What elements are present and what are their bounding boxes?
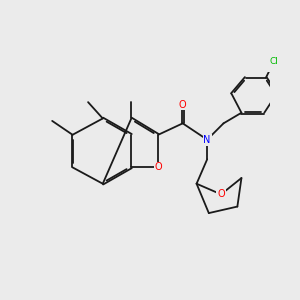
Text: O: O xyxy=(179,100,187,110)
Text: Cl: Cl xyxy=(270,57,278,66)
Text: O: O xyxy=(217,189,225,199)
Text: O: O xyxy=(154,162,162,172)
Text: N: N xyxy=(203,135,211,145)
